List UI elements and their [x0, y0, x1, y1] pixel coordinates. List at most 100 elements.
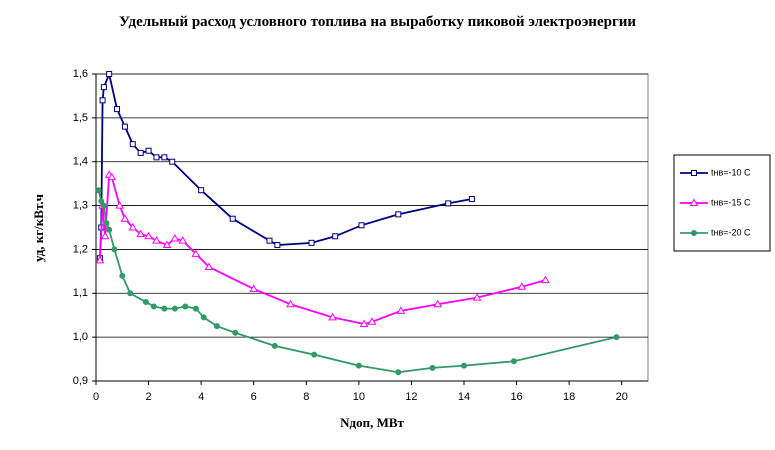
marker	[161, 305, 168, 312]
x-tick-label: 6	[251, 391, 257, 403]
marker	[359, 319, 369, 327]
x-tick-label: 14	[458, 391, 470, 403]
marker	[308, 239, 315, 246]
marker	[114, 106, 121, 113]
marker	[328, 312, 337, 321]
marker	[106, 226, 113, 233]
marker	[121, 123, 128, 130]
marker	[120, 214, 130, 222]
series-line	[99, 173, 546, 325]
y-tick-label: 1,6	[73, 68, 88, 80]
marker	[95, 187, 102, 194]
marker	[266, 237, 273, 244]
marker	[395, 211, 402, 218]
marker	[106, 71, 113, 77]
marker	[128, 223, 138, 231]
y-tick-label: 1,0	[73, 331, 88, 343]
y-axis-title: уд, кг/кВт.ч	[31, 194, 46, 262]
marker	[472, 293, 482, 301]
x-axis-title: Nдоп, МВт	[340, 415, 404, 430]
marker	[429, 364, 436, 371]
marker	[367, 317, 377, 325]
marker	[129, 141, 136, 148]
marker	[150, 303, 157, 310]
x-tick-label: 4	[198, 391, 204, 403]
marker	[691, 230, 697, 236]
x-tick-label: 2	[146, 391, 152, 403]
y-tick-label: 1,1	[73, 287, 88, 299]
marker	[119, 272, 126, 279]
marker	[137, 149, 144, 156]
marker	[152, 236, 161, 244]
marker	[107, 172, 117, 181]
marker	[510, 358, 517, 365]
x-tick-label: 0	[93, 391, 99, 403]
marker	[232, 329, 239, 336]
marker	[332, 233, 339, 240]
marker	[162, 240, 172, 249]
marker	[461, 362, 467, 369]
marker	[396, 306, 406, 314]
marker	[249, 284, 259, 292]
marker	[200, 314, 207, 321]
marker	[358, 222, 365, 229]
marker	[161, 154, 168, 161]
marker	[691, 170, 697, 176]
chart-title: Удельный расход условного топлива на выр…	[118, 14, 637, 30]
marker	[191, 249, 201, 257]
y-tick-label: 1,2	[73, 243, 88, 255]
legend-label: tнв=-20 С	[711, 227, 751, 237]
marker	[613, 334, 620, 341]
marker	[355, 362, 362, 369]
marker	[198, 187, 205, 194]
marker	[95, 255, 105, 264]
marker	[171, 305, 178, 312]
x-tick-label: 8	[303, 391, 309, 403]
marker	[111, 246, 118, 253]
marker	[517, 282, 527, 290]
x-tick-label: 18	[563, 391, 575, 403]
marker	[274, 242, 281, 249]
marker	[127, 290, 134, 297]
marker	[311, 351, 318, 358]
marker	[100, 231, 110, 240]
marker	[468, 195, 475, 202]
marker	[136, 229, 146, 238]
y-tick-label: 0,9	[73, 375, 88, 387]
marker	[271, 342, 278, 349]
marker	[142, 299, 149, 306]
marker	[103, 220, 110, 227]
x-tick-label: 10	[353, 391, 365, 403]
marker	[98, 198, 105, 205]
legend-label: tнв=-15 С	[711, 197, 751, 207]
x-tick-label: 20	[616, 391, 628, 403]
x-tick-label: 12	[405, 391, 417, 403]
marker	[286, 299, 295, 308]
marker	[433, 299, 443, 308]
marker	[99, 97, 106, 104]
y-tick-label: 1,5	[73, 112, 88, 124]
marker	[445, 200, 452, 207]
marker	[541, 275, 550, 284]
marker	[144, 231, 153, 240]
y-tick-label: 1,3	[73, 199, 88, 211]
marker	[213, 323, 220, 330]
y-tick-label: 1,4	[73, 156, 88, 168]
marker	[192, 305, 199, 312]
marker	[169, 158, 176, 165]
marker	[145, 147, 152, 154]
x-tick-label: 16	[510, 391, 522, 403]
marker	[204, 262, 214, 270]
marker	[100, 202, 107, 209]
marker	[689, 198, 699, 206]
marker	[182, 303, 189, 310]
legend-label: tнв=-10 С	[711, 167, 751, 177]
marker	[100, 84, 107, 91]
marker	[395, 369, 402, 376]
marker	[170, 233, 180, 242]
plot-area	[95, 73, 649, 382]
marker	[178, 236, 188, 244]
marker	[153, 154, 160, 161]
